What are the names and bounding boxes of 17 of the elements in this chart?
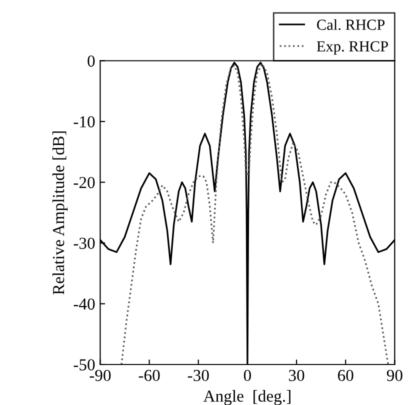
y-tick-label: -20: [74, 176, 95, 188]
x-tick-label: -30: [188, 370, 209, 382]
x-axis-title: Angle [deg.]: [203, 390, 290, 405]
x-tick-label: 60: [338, 370, 354, 382]
y-axis-title: Relative Amplitude [dB]: [52, 131, 68, 295]
legend-label: Exp. RHCP: [316, 41, 388, 55]
x-tick-label: -60: [138, 370, 160, 382]
y-tick-label: -30: [74, 238, 95, 249]
legend-label: Cal. RHCP: [317, 19, 385, 30]
y-tick-label: 0: [88, 55, 95, 67]
x-tick-label: 30: [288, 370, 304, 382]
y-tick-label: -10: [74, 116, 95, 128]
y-tick-label: -40: [74, 298, 95, 310]
x-tick-label: -90: [90, 370, 111, 382]
y-tick-label: -50: [74, 359, 95, 370]
x-tick-label: 90: [386, 370, 402, 382]
x-tick-label: 0: [244, 370, 251, 382]
